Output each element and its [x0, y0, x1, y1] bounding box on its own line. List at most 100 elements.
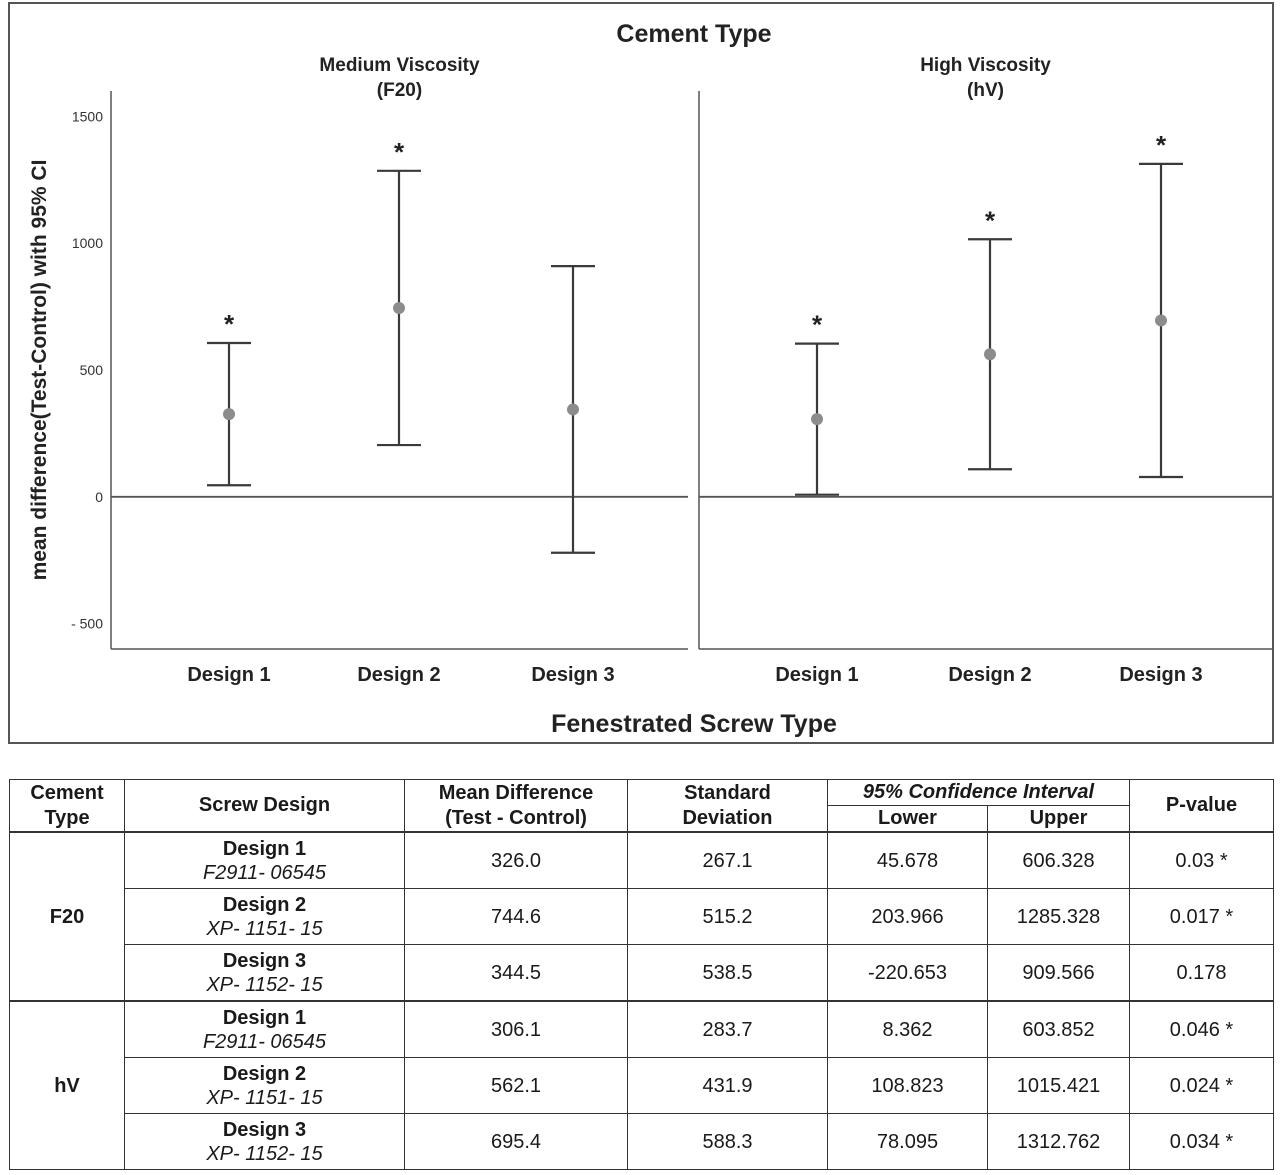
mean-point [567, 403, 579, 416]
header-p-value: P-value [1129, 779, 1274, 833]
mean-difference-cell: 326.0 [404, 831, 628, 889]
ci-upper-cell: 909.566 [987, 944, 1130, 1002]
cement-type-cell: F20 [9, 831, 125, 1002]
header-cement-type: Cement Type [9, 779, 125, 833]
mean-point [811, 413, 823, 426]
y-tick-label: 0 [95, 489, 103, 505]
screw-design-cell: Design 3 XP- 1152- 15 [124, 944, 405, 1002]
ci-upper-cell: 1285.328 [987, 888, 1130, 945]
significance-marker: * [812, 310, 823, 340]
ci-lower-cell: 203.966 [827, 888, 988, 945]
p-value-cell: 0.046 * [1129, 1000, 1274, 1058]
table-body: F20 Design 1 F2911- 06545 326.0 267.1 45.678 6… [9, 831, 1274, 1170]
p-value-cell: 0.03 * [1129, 831, 1274, 889]
mean-point [984, 348, 996, 361]
design-code: XP- 1151- 15 [206, 917, 323, 940]
standard-deviation-cell: 431.9 [627, 1057, 828, 1114]
header-lower: Lower [827, 805, 988, 833]
significance-marker: * [394, 137, 405, 167]
chart-frame: Cement Type Fenestrated Screw Type mean di… [8, 2, 1274, 744]
y-tick-label: 1000 [72, 235, 103, 251]
standard-deviation-cell: 538.5 [627, 944, 828, 1002]
x-tick-label: Design 2 [357, 664, 440, 686]
y-tick-label: 1500 [72, 108, 103, 124]
table-row: hV Design 1 F2911- 06545 306.1 283.7 8.362 603… [9, 1000, 1274, 1170]
ci-lower-cell: 78.095 [827, 1113, 988, 1170]
x-tick-label: Design 3 [531, 664, 614, 686]
screw-design-cell: Design 3 XP- 1152- 15 [124, 1113, 405, 1170]
p-value-cell: 0.017 * [1129, 888, 1274, 945]
cement-type-cell: hV [9, 1000, 125, 1170]
significance-marker: * [1156, 130, 1167, 160]
significance-marker: * [224, 309, 235, 339]
standard-deviation-cell: 515.2 [627, 888, 828, 945]
mean-difference-cell: 562.1 [404, 1057, 628, 1114]
ci-upper-cell: 606.328 [987, 831, 1130, 889]
header-cement-type-line2: Type [44, 806, 90, 829]
header-std-line1: Standard [684, 781, 771, 804]
mean-point [393, 301, 405, 314]
design-code: XP- 1152- 15 [206, 973, 323, 996]
chart-title: Cement Type [616, 20, 771, 48]
mean-difference-cell: 695.4 [404, 1113, 628, 1170]
header-screw-design: Screw Design [124, 779, 405, 833]
design-name: Design 1 [222, 1006, 307, 1029]
table-row: Design 3 XP- 1152- 15 344.5 538.5 -220.653 90… [10, 944, 1274, 1002]
mean-difference-cell: 744.6 [404, 888, 628, 945]
design-name: Design 3 [222, 1118, 307, 1141]
header-standard-deviation: Standard Deviation [627, 779, 828, 833]
design-name: Design 1 [222, 837, 307, 860]
design-name: Design 2 [222, 1062, 307, 1085]
x-tick-label: Design 1 [775, 664, 858, 686]
ci-upper-cell: 1312.762 [987, 1113, 1130, 1170]
p-value-cell: 0.024 * [1129, 1057, 1274, 1114]
ci-lower-cell: -220.653 [827, 944, 988, 1002]
mean-difference-cell: 344.5 [404, 944, 628, 1002]
panel-subtitle: (hV) [967, 80, 1004, 101]
screw-design-cell: Design 2 XP- 1151- 15 [124, 888, 405, 945]
x-tick-label: Design 3 [1119, 664, 1202, 686]
y-tick-label: - 500 [71, 616, 103, 632]
error-bar-chart: Cement Type Fenestrated Screw Type mean di… [28, 20, 1272, 738]
header-std-line2: Deviation [682, 806, 773, 829]
standard-deviation-cell: 267.1 [627, 831, 828, 889]
table-row: F20 Design 1 F2911- 06545 326.0 267.1 45.678 6… [9, 831, 1274, 1002]
table-row: Design 2 XP- 1151- 15 744.6 515.2 203.966 128… [10, 888, 1274, 945]
ci-lower-cell: 45.678 [827, 831, 988, 889]
screw-design-cell: Design 2 XP- 1151- 15 [124, 1057, 405, 1114]
table-row: Design 2 XP- 1151- 15 562.1 431.9 108.823 101… [10, 1057, 1274, 1114]
table-row: Design 3 XP- 1152- 15 695.4 588.3 78.095 1312… [10, 1113, 1274, 1170]
standard-deviation-cell: 283.7 [627, 1000, 828, 1058]
header-mean-difference-line1: Mean Difference [438, 781, 594, 804]
mean-point [1155, 314, 1167, 327]
screw-design-cell: Design 1 F2911- 06545 [124, 831, 405, 889]
header-confidence-interval: 95% Confidence Interval [827, 779, 1130, 806]
standard-deviation-cell: 588.3 [627, 1113, 828, 1170]
header-cement-type-line1: Cement [30, 781, 104, 804]
x-axis-title: Fenestrated Screw Type [551, 710, 837, 738]
design-code: XP- 1151- 15 [206, 1086, 323, 1109]
screw-design-cell: Design 1 F2911- 06545 [124, 1000, 405, 1058]
significance-marker: * [985, 205, 996, 235]
y-axis-title: mean difference(Test-Control) with 95% C… [28, 160, 51, 581]
header-upper: Upper [987, 805, 1130, 833]
statistics-table: Cement Type Screw Design Mean Difference… [9, 779, 1274, 1170]
header-mean-difference-line2: (Test - Control) [445, 806, 587, 829]
panel-title: High Viscosity [920, 55, 1051, 76]
design-name: Design 2 [222, 893, 307, 916]
ci-upper-cell: 603.852 [987, 1000, 1130, 1058]
p-value-cell: 0.178 [1129, 944, 1274, 1002]
header-mean-difference: Mean Difference (Test - Control) [404, 779, 628, 833]
ci-upper-cell: 1015.421 [987, 1057, 1130, 1114]
x-tick-label: Design 2 [948, 664, 1031, 686]
panel-subtitle: (F20) [377, 80, 422, 101]
design-code: F2911- 06545 [202, 1030, 327, 1053]
x-tick-label: Design 1 [187, 664, 270, 686]
mean-difference-cell: 306.1 [404, 1000, 628, 1058]
design-code: XP- 1152- 15 [206, 1142, 323, 1165]
panel-title: Medium Viscosity [319, 55, 480, 76]
ci-lower-cell: 108.823 [827, 1057, 988, 1114]
p-value-cell: 0.034 * [1129, 1113, 1274, 1170]
ci-lower-cell: 8.362 [827, 1000, 988, 1058]
design-name: Design 3 [222, 949, 307, 972]
